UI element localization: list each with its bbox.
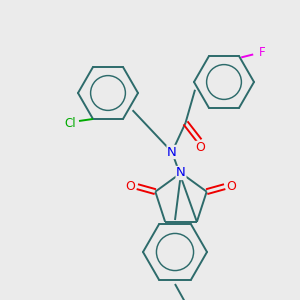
- Text: N: N: [176, 167, 186, 179]
- Text: O: O: [125, 180, 135, 193]
- Text: Cl: Cl: [64, 118, 76, 130]
- Text: O: O: [227, 180, 237, 193]
- Text: N: N: [167, 146, 177, 158]
- Text: F: F: [259, 46, 266, 59]
- Text: O: O: [196, 141, 206, 154]
